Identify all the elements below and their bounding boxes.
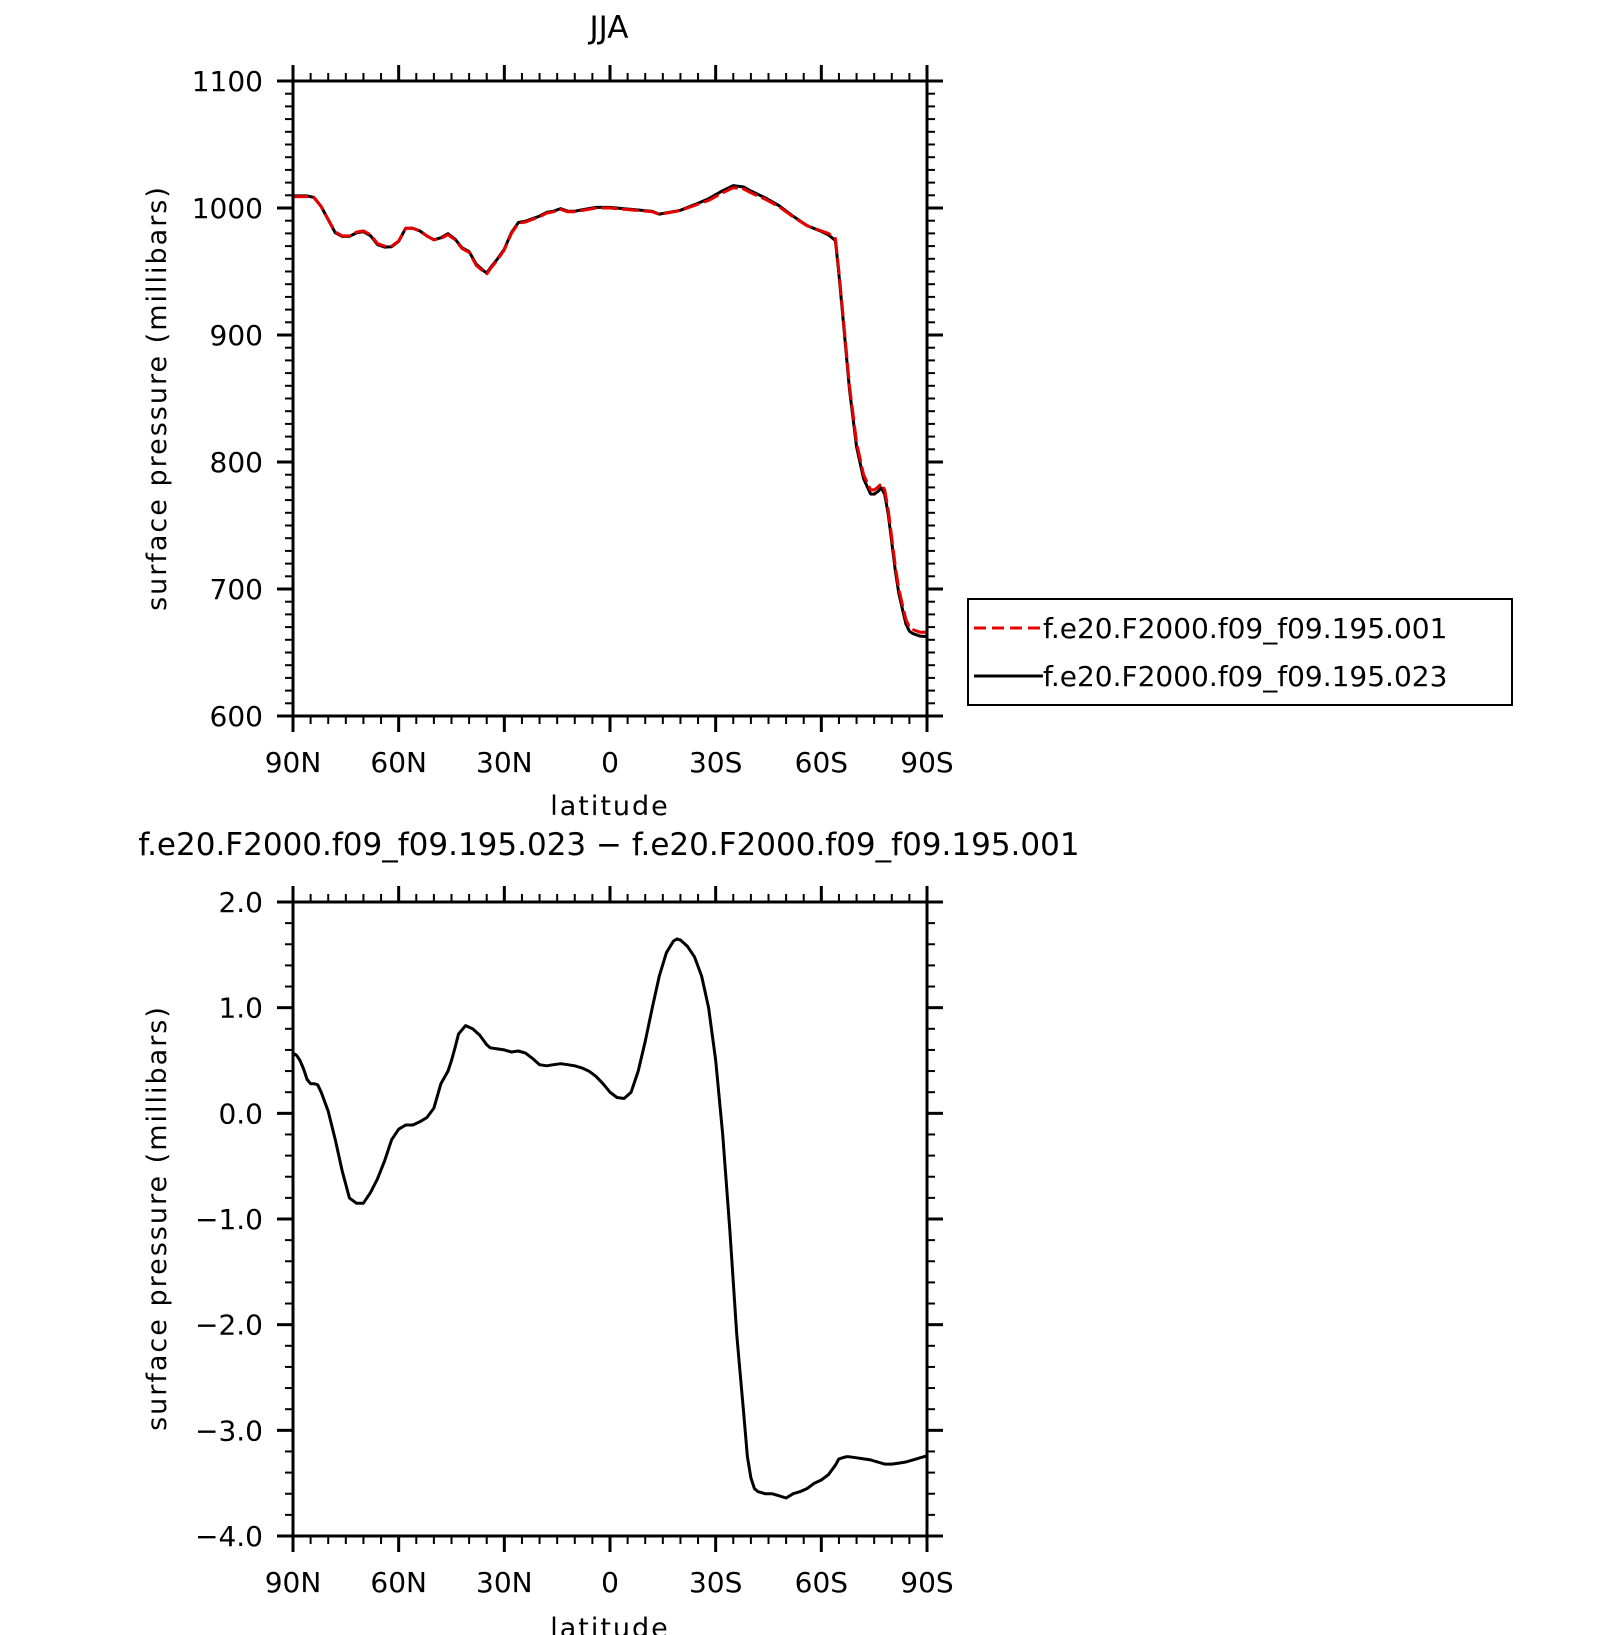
top-x-tick-label: 30S (689, 746, 742, 779)
top-x-tick-label: 0 (601, 746, 619, 779)
bottom-x-tick-label: 30S (689, 1566, 742, 1599)
top-series-line-0 (291, 186, 929, 634)
bottom-x-tick-label: 30N (476, 1566, 533, 1599)
bottom-y-tick-label: 1.0 (218, 992, 263, 1025)
bottom-y-tick-label: −1.0 (195, 1203, 263, 1236)
bottom-plot-frame (291, 900, 929, 1538)
bottom-y-tick-label: −2.0 (195, 1309, 263, 1342)
top-series-line-1 (291, 184, 929, 638)
bottom-series-lines (291, 937, 929, 1500)
bottom-x-tick-label: 0 (601, 1566, 619, 1599)
top-series-lines (291, 184, 929, 638)
top-y-tick-label: 900 (210, 319, 263, 352)
legend-box (967, 598, 1513, 706)
bottom-panel: f.e20.F2000.f09_f09.195.023 − f.e20.F200… (138, 827, 1079, 1635)
top-x-axis-label: latitude (550, 791, 670, 822)
top-x-tick-label: 30N (476, 746, 533, 779)
legend-entry-001: f.e20.F2000.f09_f09.195.001 (1043, 612, 1447, 645)
top-x-tick-label: 60N (370, 746, 427, 779)
top-plot-frame (291, 79, 929, 718)
legend: f.e20.F2000.f09_f09.195.001 f.e20.F2000.… (967, 598, 1513, 706)
top-y-axis-label: surface pressure (millibars) (142, 185, 173, 611)
top-y-tick-label: 800 (210, 446, 263, 479)
bottom-x-tick-label: 60N (370, 1566, 427, 1599)
bottom-y-tick-label: −3.0 (195, 1414, 263, 1447)
top-y-tick-label: 600 (210, 700, 263, 733)
bottom-y-tick-label: −4.0 (195, 1520, 263, 1553)
bottom-x-tick-label: 60S (795, 1566, 848, 1599)
bottom-chart-title: f.e20.F2000.f09_f09.195.023 − f.e20.F200… (138, 827, 1079, 863)
bottom-y-axis-label: surface pressure (millibars) (142, 1005, 173, 1431)
legend-entry-023: f.e20.F2000.f09_f09.195.023 (1043, 660, 1447, 693)
top-y-tick-label: 1000 (192, 192, 263, 225)
top-chart-title: JJA (588, 10, 629, 46)
bottom-y-tick-label: 0.0 (218, 1097, 263, 1130)
bottom-x-tick-label: 90N (265, 1566, 322, 1599)
bottom-x-axis-label: latitude (550, 1613, 670, 1635)
top-x-tick-label: 60S (795, 746, 848, 779)
bottom-y-tick-label: 2.0 (218, 886, 263, 919)
top-x-tick-label: 90S (900, 746, 953, 779)
bottom-x-tick-label: 90S (900, 1566, 953, 1599)
top-y-tick-label: 700 (210, 573, 263, 606)
top-y-tick-label: 1100 (192, 65, 263, 98)
bottom-series-line-0 (291, 937, 929, 1500)
top-x-tick-label: 90N (265, 746, 322, 779)
